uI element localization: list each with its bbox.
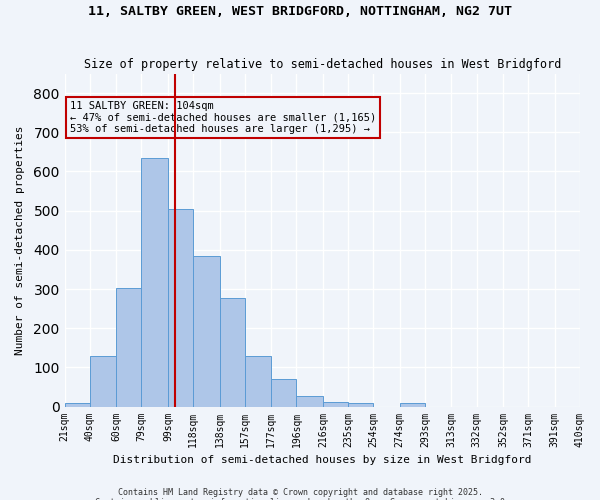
Title: Size of property relative to semi-detached houses in West Bridgford: Size of property relative to semi-detach… [83, 58, 561, 71]
Bar [220, 298, 245, 406]
Bar [245, 356, 271, 406]
Bar [116, 288, 142, 406]
Bar [400, 404, 425, 406]
Y-axis label: Number of semi-detached properties: Number of semi-detached properties [15, 126, 25, 355]
Bar [65, 404, 90, 406]
Text: Contains HM Land Registry data © Crown copyright and database right 2025.: Contains HM Land Registry data © Crown c… [118, 488, 482, 497]
Text: 11, SALTBY GREEN, WEST BRIDGFORD, NOTTINGHAM, NG2 7UT: 11, SALTBY GREEN, WEST BRIDGFORD, NOTTIN… [88, 5, 512, 18]
Bar [168, 210, 193, 406]
Bar [348, 404, 373, 406]
Bar [142, 158, 168, 406]
Bar [323, 402, 348, 406]
Text: 11 SALTBY GREEN: 104sqm
← 47% of semi-detached houses are smaller (1,165)
53% of: 11 SALTBY GREEN: 104sqm ← 47% of semi-de… [70, 101, 376, 134]
Bar [90, 356, 116, 406]
Text: Contains public sector information licensed under the Open Government Licence v3: Contains public sector information licen… [95, 498, 505, 500]
Bar [271, 379, 296, 406]
X-axis label: Distribution of semi-detached houses by size in West Bridgford: Distribution of semi-detached houses by … [113, 455, 532, 465]
Bar [193, 256, 220, 406]
Bar [296, 396, 323, 406]
